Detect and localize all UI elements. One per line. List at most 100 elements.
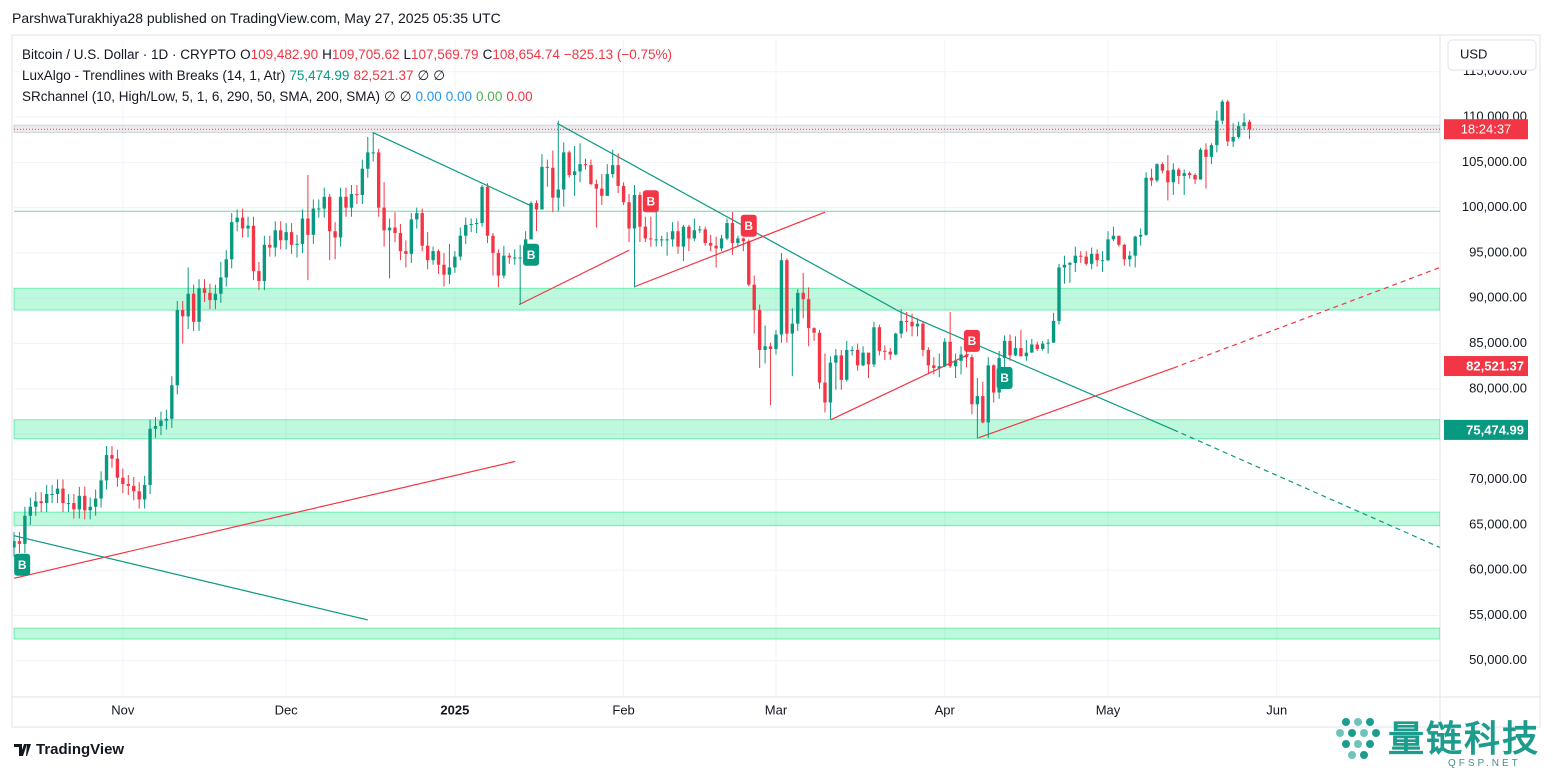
candle-body — [327, 196, 332, 232]
candle-body — [344, 196, 348, 208]
candle-body — [137, 491, 141, 500]
ohlc-key: L — [403, 47, 411, 62]
candle-body — [230, 222, 234, 260]
candle-body — [1226, 101, 1230, 142]
watermark: 量链科技 QFSP.NET — [1388, 710, 1540, 769]
candle-body — [518, 257, 522, 259]
candle-body — [975, 396, 980, 405]
candle-body — [425, 245, 430, 261]
x-tick-label: Feb — [612, 702, 634, 717]
ohlc-value: 109,705.62 — [331, 47, 400, 62]
ohlc-key: H — [322, 47, 332, 62]
candle-body — [28, 506, 33, 516]
candle-body — [545, 166, 550, 168]
candle-body — [1231, 136, 1235, 142]
indicator-value: ∅ — [399, 89, 412, 104]
candle-body — [540, 166, 544, 210]
indicator-name: SRchannel (10, High/Low, 5, 1, 6, 290, 5… — [22, 89, 380, 104]
candle-body — [1247, 121, 1252, 130]
candle-body — [66, 503, 71, 505]
candle-body — [600, 188, 604, 196]
candle-body — [774, 334, 778, 350]
candle-body — [420, 213, 424, 246]
candle-body — [1122, 244, 1127, 260]
candle-body — [687, 226, 691, 239]
price-label-box — [1444, 419, 1528, 440]
price-axis: 50,000.00 55,000.00 60,000.00 65,000.00 70,0… — [111, 39, 1537, 717]
candle-body — [943, 341, 947, 367]
x-tick-label: 2025 — [440, 702, 469, 717]
candle-body — [1062, 264, 1067, 268]
indicator-value: 0.00 — [415, 89, 442, 104]
candle-body — [88, 506, 92, 511]
candle-body — [17, 541, 22, 544]
candle-body — [458, 235, 462, 257]
candle-body — [404, 251, 408, 254]
candle-body — [1008, 340, 1012, 356]
candle-body — [474, 223, 479, 225]
candle-body — [1193, 175, 1197, 180]
candle-body — [1160, 164, 1165, 171]
ohlc-key: O — [240, 47, 251, 62]
candle-body — [529, 203, 533, 240]
candle-body — [44, 494, 49, 504]
legend-line: SRchannel (10, High/Low, 5, 1, 6, 290, 5… — [22, 86, 676, 107]
signal-label: B — [527, 248, 536, 262]
candle-body — [447, 267, 452, 275]
candle-body — [1138, 234, 1143, 237]
candle-body — [409, 219, 414, 254]
candle-body — [1084, 256, 1088, 264]
candle-body — [104, 455, 109, 481]
candle-body — [338, 196, 343, 238]
signal-label: B — [646, 194, 655, 208]
signal-box — [642, 190, 659, 213]
candle-body — [55, 488, 60, 495]
candle-body — [1117, 235, 1121, 245]
candle-body — [1177, 169, 1181, 176]
candle-body — [1209, 145, 1214, 157]
trendline — [899, 311, 1174, 431]
candle-body — [1182, 173, 1186, 176]
candle-body — [1089, 253, 1094, 264]
candle-body — [1171, 169, 1175, 183]
legend-line: LuxAlgo - Trendlines with Breaks (14, 1,… — [22, 65, 676, 86]
candle-body — [1215, 120, 1219, 146]
candle-body — [953, 360, 958, 367]
candle-body — [817, 332, 822, 383]
trendline — [556, 122, 901, 313]
candle-body — [866, 352, 871, 365]
x-tick-label: May — [1096, 702, 1121, 717]
candle-body — [638, 194, 642, 227]
candle-body — [262, 244, 267, 282]
ohlc-value: 108,654.74 — [492, 47, 560, 62]
y-tick-label: 85,000.00 — [1469, 335, 1527, 350]
x-tick-label: Mar — [765, 702, 788, 717]
signal-label: B — [744, 219, 753, 233]
candle-body — [436, 251, 441, 265]
candle-body — [1204, 149, 1208, 157]
signal-label: B — [968, 334, 977, 348]
candle-body — [1057, 267, 1061, 321]
currency: USD — [1460, 46, 1487, 61]
candle-body — [888, 351, 892, 355]
candle-body — [1220, 101, 1224, 121]
candle-body — [371, 152, 375, 154]
price-label: 82,521.37 — [1466, 358, 1524, 373]
candle-body — [387, 227, 392, 231]
x-tick-label: Dec — [275, 702, 299, 717]
candle-body — [126, 484, 130, 486]
candle-body — [1133, 236, 1137, 256]
candle-body — [796, 292, 800, 324]
candle-body — [121, 477, 125, 485]
candle-body — [986, 365, 990, 423]
candle-body — [736, 238, 740, 243]
currency-box — [1447, 39, 1537, 71]
footer-brand: TradingView — [36, 741, 125, 758]
legend-line: Bitcoin / U.S. Dollar · 1D · CRYPTO O109,… — [22, 44, 676, 65]
candle-body — [605, 174, 609, 196]
candle-body — [1100, 260, 1105, 262]
candle-body — [77, 495, 82, 510]
candle-body — [926, 349, 931, 366]
legend: Bitcoin / U.S. Dollar · 1D · CRYPTO O109,… — [22, 44, 676, 107]
change: −825.13 (−0.75%) — [563, 47, 672, 62]
